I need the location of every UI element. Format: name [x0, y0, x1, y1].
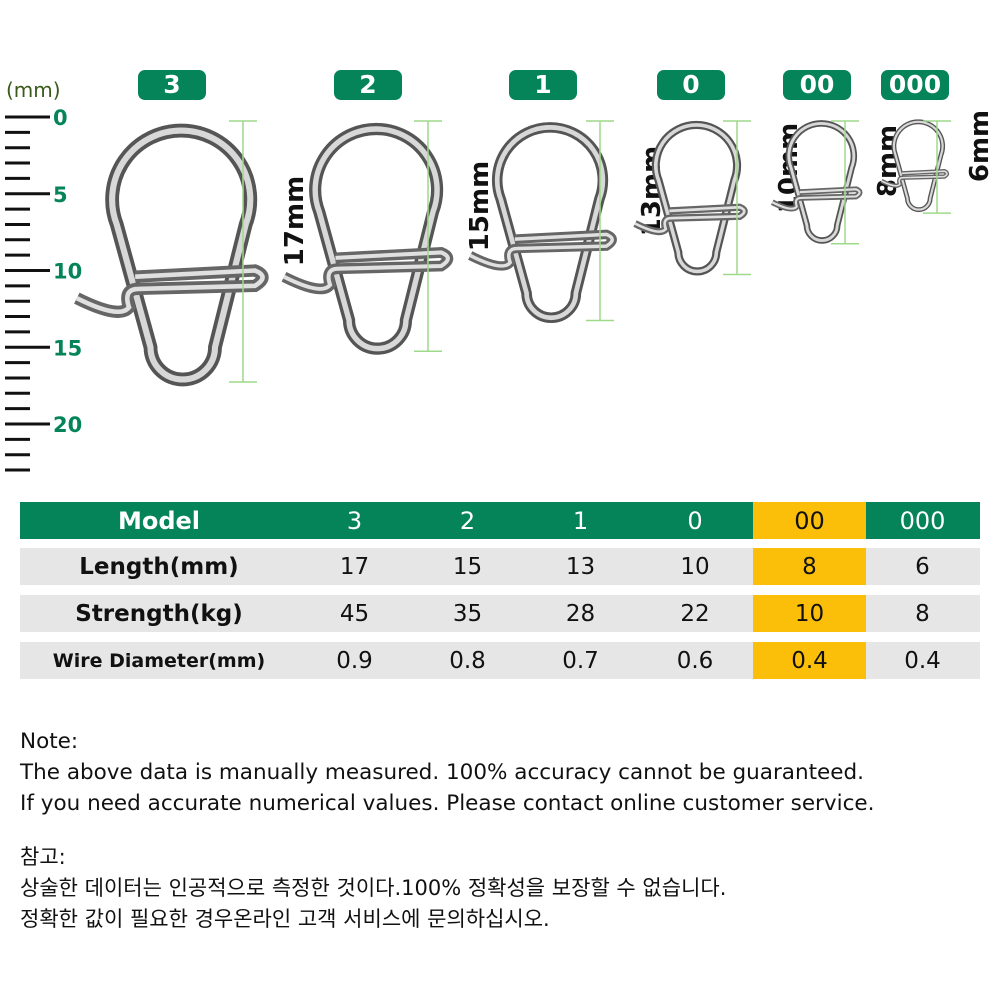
table-cell: 0.8	[449, 647, 486, 674]
table-cell: 17	[339, 553, 370, 580]
model-badge: 1	[509, 70, 577, 100]
note-line: If you need accurate numerical values. P…	[20, 791, 875, 816]
table-cell-highlighted: 0.4	[753, 642, 866, 679]
dimension-line	[723, 120, 751, 276]
note-line: The above data is manually measured. 100…	[20, 760, 864, 785]
snap-illustration	[770, 120, 863, 245]
table-cell: 0.4	[904, 647, 941, 674]
table-cell: 8	[915, 600, 930, 627]
ruler-tick-label: 0	[53, 106, 68, 130]
english-note: Note: The above data is manually measure…	[20, 726, 874, 819]
note-line: 정확한 값이 필요한 경우온라인 고객 서비스에 문의하십시오.	[20, 907, 550, 931]
ruler: 0 5 10 15 20	[5, 106, 82, 472]
model-badge: 3	[138, 70, 206, 100]
table-row-length: Length(mm) 17 15 13 10 8 6	[20, 548, 980, 585]
model-badge: 2	[334, 70, 402, 100]
dimension-line	[923, 120, 951, 214]
table-header-row: Model 3 2 1 0 00 000	[20, 502, 980, 539]
snap-illustration	[633, 120, 751, 276]
table-cell: 22	[680, 600, 710, 627]
ruler-tick-label: 15	[53, 336, 82, 360]
ruler-unit-label: (mm)	[6, 78, 61, 102]
model-badge: 000	[881, 70, 949, 100]
table-cell: 28	[565, 600, 596, 627]
header-cell: 2	[459, 506, 476, 535]
header-cell: 1	[572, 506, 589, 535]
korean-note: 참고: 상술한 데이터는 인공적으로 측정한 것이다.100% 정확성을 보장할…	[20, 842, 726, 935]
table-cell: 10	[680, 553, 710, 580]
header-cell: 000	[899, 506, 946, 535]
dimension-line	[831, 120, 859, 245]
table-cell: 13	[565, 553, 596, 580]
dimension-line	[586, 120, 614, 322]
note-title: Note:	[20, 729, 79, 754]
table-cell: 0.7	[562, 647, 599, 674]
table-cell-highlighted: 10	[753, 595, 866, 632]
snap-illustration	[468, 120, 617, 323]
model-badge: 0	[657, 70, 725, 100]
ruler-tick-label: 20	[53, 413, 82, 437]
snap-illustration	[281, 120, 454, 355]
header-cell: 0	[687, 506, 703, 535]
table-cell: 45	[339, 600, 370, 627]
row-label: Strength(kg)	[75, 600, 243, 627]
table-row-wire-diameter: Wire Diameter(mm) 0.9 0.8 0.7 0.6 0.4 0.…	[20, 642, 980, 679]
note-title: 참고:	[20, 845, 66, 869]
header-cell: 3	[346, 506, 363, 535]
table-cell: 35	[452, 600, 483, 627]
ruler-tick-label: 10	[53, 260, 82, 284]
dimension-line	[414, 120, 442, 352]
length-label: 6mm	[965, 109, 996, 183]
table-cell: 6	[915, 553, 930, 580]
snap-illustration	[74, 120, 269, 387]
table-cell: 15	[452, 553, 483, 580]
snap-illustration	[880, 119, 951, 214]
table-cell-highlighted: 8	[753, 548, 866, 585]
table-cell: 0.9	[336, 647, 373, 674]
ruler-tick-label: 5	[53, 183, 68, 207]
row-label: Wire Diameter(mm)	[52, 649, 266, 672]
note-line: 상술한 데이터는 인공적으로 측정한 것이다.100% 정확성을 보장할 수 없…	[20, 876, 727, 900]
model-badge: 00	[783, 70, 851, 100]
table-cell: 0.6	[676, 647, 714, 674]
dimension-line	[229, 120, 257, 383]
row-label: Length(mm)	[79, 553, 239, 580]
table-row-strength: Strength(kg) 45 35 28 22 10 8	[20, 595, 980, 632]
header-label: Model	[117, 506, 201, 535]
header-cell-highlighted: 00	[753, 502, 866, 539]
